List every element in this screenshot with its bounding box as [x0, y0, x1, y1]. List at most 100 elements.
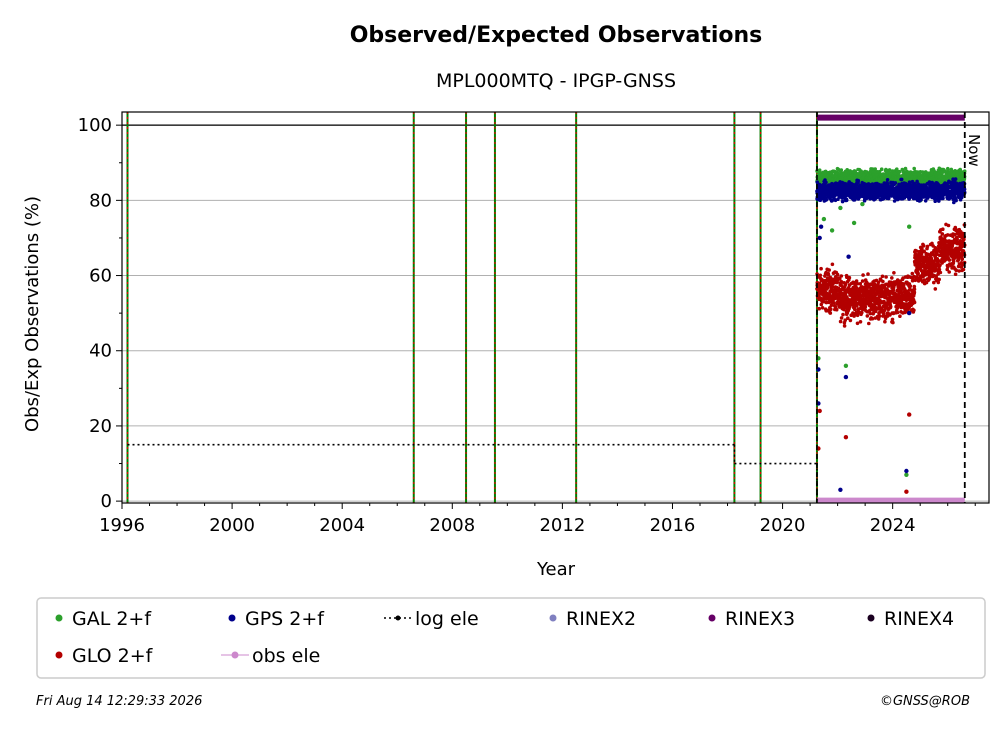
- glo-point: [912, 290, 917, 295]
- glo-point: [914, 249, 919, 253]
- gps-point: [907, 310, 912, 316]
- glo-point: [860, 310, 864, 315]
- glo-point: [830, 262, 835, 267]
- gal-point: [843, 363, 849, 368]
- glo-point: [847, 275, 852, 280]
- glo-point: [932, 280, 936, 285]
- glo-point: [839, 280, 844, 284]
- glo-point: [860, 279, 865, 283]
- gal-point: [897, 169, 902, 174]
- footer-credit: ©GNSS@ROB: [879, 694, 970, 709]
- glo-point: [953, 232, 957, 237]
- glo-point: [858, 320, 863, 324]
- observation-chart: Observed/Expected Observations MPL000MTQ…: [22, 23, 990, 679]
- glo-point: [843, 318, 847, 323]
- gal-point: [907, 224, 912, 229]
- gps-point: [867, 182, 872, 187]
- gps-point: [907, 180, 912, 184]
- glo-point: [820, 306, 825, 310]
- glo-point: [899, 291, 904, 295]
- glo-point: [940, 232, 945, 236]
- gal-point: [860, 201, 865, 207]
- glo-point: [883, 319, 887, 324]
- footer-timestamp: Fri Aug 14 12:29:33 2026: [36, 694, 203, 709]
- y-tick-label: 80: [89, 190, 112, 211]
- glo-point: [898, 314, 902, 319]
- gps-point: [856, 178, 861, 183]
- glo-point: [819, 302, 824, 307]
- y-tick-label: 40: [89, 341, 112, 362]
- glo-point: [947, 258, 952, 262]
- glo-point: [936, 280, 941, 285]
- glo-point: [838, 319, 843, 324]
- gps-point: [818, 198, 823, 202]
- glo-point: [946, 265, 950, 269]
- gps-point: [885, 178, 890, 182]
- glo-point: [868, 311, 873, 316]
- glo-point: [870, 316, 875, 321]
- glo-point: [912, 284, 917, 289]
- legend-label-rinex2: RINEX2: [566, 608, 636, 630]
- gps-point: [904, 468, 909, 474]
- gps-point: [899, 177, 904, 182]
- glo-point: [834, 291, 838, 296]
- plot-frame: [121, 111, 990, 504]
- glo-point: [951, 259, 956, 264]
- glo-point: [854, 279, 859, 283]
- glo-point: [843, 435, 849, 440]
- legend-marker-gal-2-f: [55, 614, 63, 622]
- glo-point: [912, 274, 916, 279]
- glo-point: [876, 317, 881, 321]
- gps-point: [824, 180, 828, 185]
- glo-point: [855, 313, 860, 318]
- glo-point: [895, 310, 900, 315]
- gps-point: [824, 198, 829, 202]
- glo-point: [841, 312, 845, 317]
- x-tick-label: 2024: [870, 515, 916, 536]
- gal-point: [838, 205, 843, 211]
- glo-point: [961, 267, 966, 272]
- gps-point: [953, 177, 958, 181]
- glo-point: [945, 233, 950, 237]
- glo-point: [827, 268, 831, 272]
- glo-point: [854, 286, 859, 291]
- glo-point: [954, 268, 958, 273]
- x-tick-label: 2008: [429, 515, 475, 536]
- glo-point: [866, 272, 870, 276]
- gal-point: [851, 220, 857, 226]
- glo-point: [876, 280, 881, 285]
- glo-point: [824, 279, 828, 284]
- y-tick-label: 0: [101, 491, 112, 512]
- y-axis-label: Obs/Exp Observations (%): [22, 196, 43, 432]
- glo-point: [907, 412, 912, 417]
- legend-marker-dot-log-ele: [395, 615, 401, 621]
- glo-point: [817, 306, 821, 311]
- legend-label-gal-2-f: GAL 2+f: [72, 608, 152, 630]
- glo-point: [855, 321, 860, 326]
- gal-point: [877, 169, 882, 174]
- x-tick-label: 2020: [760, 515, 806, 536]
- glo-point: [941, 227, 945, 231]
- glo-point: [955, 237, 959, 241]
- gps-point: [919, 198, 923, 202]
- legend-marker-gps-2-f: [228, 614, 236, 622]
- gps-point: [893, 181, 898, 185]
- gps-point: [923, 199, 928, 203]
- x-tick-label: 1996: [99, 515, 145, 536]
- gal-point: [958, 167, 962, 172]
- legend-label-rinex4: RINEX4: [884, 608, 954, 630]
- legend-marker-rinex2: [549, 614, 557, 622]
- gps-point: [962, 187, 967, 192]
- glo-point: [921, 244, 926, 248]
- legend-box: [36, 597, 986, 679]
- plot-area: Now 0 20 40 60 80 100 1996 2000 2004 2008 2012 2016 2…: [78, 111, 990, 536]
- glo-point: [902, 282, 906, 286]
- glo-point: [829, 307, 833, 312]
- legend-marker-dot-obs-ele: [231, 651, 239, 659]
- gps-point: [844, 198, 849, 203]
- legend: GAL 2+f GPS 2+f log ele RINEX2 RINEX3 RINEX4 G…: [36, 597, 986, 679]
- glo-point: [890, 276, 894, 280]
- glo-point: [855, 281, 860, 286]
- gps-point: [933, 199, 937, 203]
